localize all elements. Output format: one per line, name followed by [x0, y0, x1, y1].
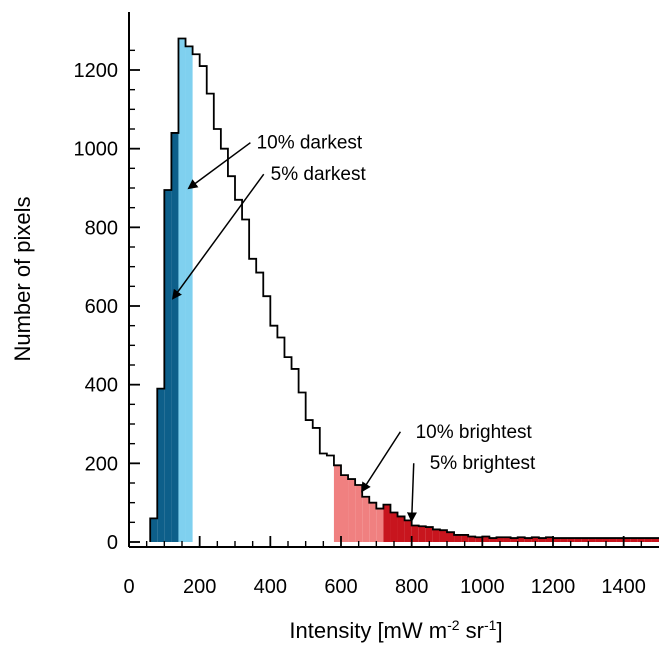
region-2-bar-26	[334, 465, 341, 542]
annotation-label-0: 10% darkest	[257, 133, 363, 154]
y-tick-label: 200	[85, 453, 118, 475]
x-axis-label-mid: sr	[460, 618, 484, 643]
annotation-label-2: 10% brightest	[416, 422, 533, 443]
y-tick-label: 400	[85, 375, 118, 397]
region-0-bar-0	[150, 518, 157, 542]
region-0-bar-3	[171, 133, 178, 542]
y-tick-label: 800	[85, 217, 118, 239]
x-tick-label: 1200	[531, 576, 576, 598]
x-axis-label-sup1: -2	[447, 617, 460, 633]
region-2-bar-29	[355, 485, 362, 542]
x-tick-label: 0	[123, 576, 134, 598]
annotation-arrow-2	[362, 432, 400, 491]
histogram-outline	[150, 39, 659, 542]
histogram-step-line	[150, 39, 659, 542]
region-3-bar-38	[419, 526, 426, 542]
x-axis-label-main: Intensity [mW m	[289, 618, 447, 643]
annotation-arrow-3	[412, 463, 414, 520]
y-tick-label: 1000	[74, 139, 119, 161]
annotation-label-1: 5% darkest	[271, 164, 367, 185]
x-tick-label: 400	[254, 576, 287, 598]
y-axis-label: Number of pixels	[10, 196, 35, 361]
annotation-arrow-0	[189, 143, 250, 188]
region-3-bar-41	[440, 530, 447, 542]
region-2-bar-31	[369, 503, 376, 542]
x-tick-label: 800	[395, 576, 428, 598]
x-axis-label-sup2: -1	[484, 617, 497, 633]
y-tick-label: 600	[85, 296, 118, 318]
region-3-bar-44	[461, 535, 468, 542]
region-3-bar-37	[412, 525, 419, 542]
region-2-bar-30	[362, 497, 369, 542]
annotation-label-3: 5% brightest	[430, 453, 536, 474]
region-1-bar-5	[186, 46, 193, 542]
region-3-bar-33	[383, 505, 390, 542]
x-axis-label-end: ]	[496, 618, 502, 643]
region-3-bar-39	[426, 527, 433, 542]
region-3-bar-34	[390, 513, 397, 543]
region-0-bar-1	[157, 389, 164, 542]
x-tick-label: 1400	[601, 576, 646, 598]
region-0-bar-2	[164, 190, 171, 542]
region-3-bar-36	[405, 520, 412, 542]
shaded-regions	[150, 39, 659, 542]
x-tick-label: 600	[324, 576, 357, 598]
annotations: 10% darkest 5% darkest 10% brightest 5% bri…	[173, 133, 536, 521]
x-tick-label: 200	[183, 576, 216, 598]
x-axis-label: Intensity [mW m-2 sr-1]	[289, 617, 502, 643]
y-tick-label: 0	[107, 532, 118, 554]
region-2-bar-28	[348, 479, 355, 542]
region-3-bar-42	[447, 532, 454, 542]
region-3-bar-40	[433, 529, 440, 542]
region-3-bar-43	[454, 535, 461, 542]
region-2-bar-32	[376, 509, 383, 542]
y-tick-label: 1200	[74, 60, 119, 82]
region-2-bar-27	[341, 475, 348, 542]
region-3-bar-35	[398, 516, 405, 542]
x-tick-label: 1000	[460, 576, 505, 598]
